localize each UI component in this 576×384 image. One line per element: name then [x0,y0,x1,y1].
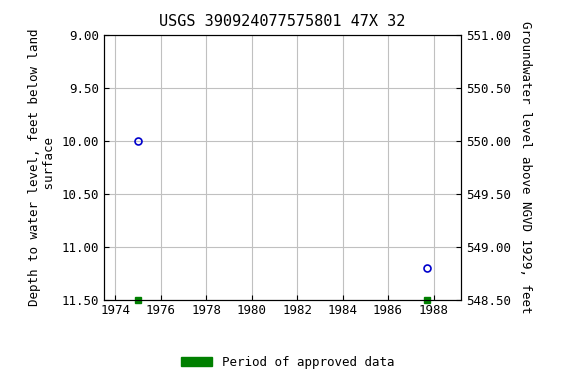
Title: USGS 390924077575801 47X 32: USGS 390924077575801 47X 32 [159,14,406,29]
Y-axis label: Depth to water level, feet below land
 surface: Depth to water level, feet below land su… [28,28,56,306]
Y-axis label: Groundwater level above NGVD 1929, feet: Groundwater level above NGVD 1929, feet [519,21,532,313]
Legend: Period of approved data: Period of approved data [176,351,400,374]
